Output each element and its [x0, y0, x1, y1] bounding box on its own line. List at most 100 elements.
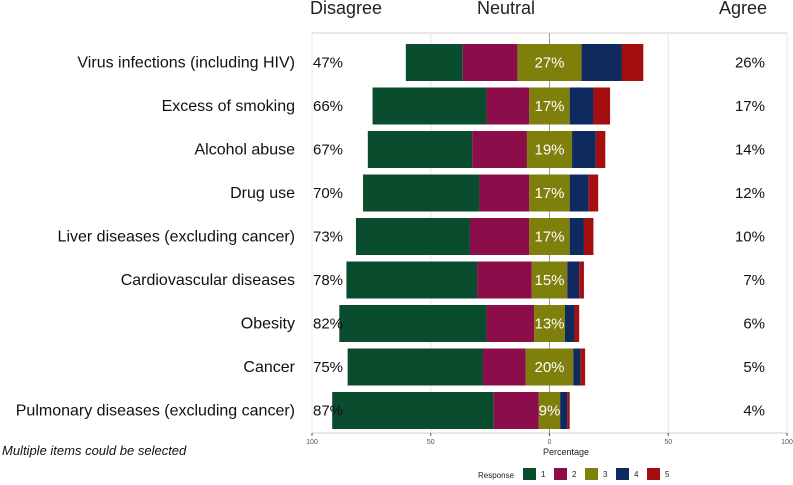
- neutral-percent: 9%: [539, 403, 561, 420]
- agree-percent: 5%: [743, 359, 765, 376]
- legend-swatch-2: [554, 468, 567, 480]
- header-agree: Agree: [719, 0, 767, 18]
- x-tick-label: 0: [548, 439, 552, 446]
- legend-label-1: 1: [541, 470, 546, 479]
- x-axis-label: Percentage: [543, 447, 589, 457]
- disagree-percent: 75%: [313, 359, 343, 376]
- bar-segment-5: [593, 87, 611, 125]
- bar-segment-3: [538, 392, 561, 429]
- disagree-percent: 82%: [313, 316, 343, 333]
- x-tick-label: 50: [427, 439, 435, 446]
- agree-percent: 10%: [735, 229, 765, 246]
- disagree-percent: 70%: [313, 185, 343, 202]
- category-label: Liver diseases (excluding cancer): [58, 229, 295, 246]
- category-label: Cancer: [243, 359, 295, 376]
- bar-segment-2: [462, 44, 518, 81]
- bar-segment-4: [572, 131, 596, 168]
- legend-swatch-3: [585, 468, 598, 480]
- bar-segment-5: [588, 174, 599, 212]
- legend-label-2: 2: [572, 470, 577, 479]
- bar-segment-1: [367, 131, 473, 168]
- bar-segment-2: [486, 305, 535, 342]
- category-label: Alcohol abuse: [194, 142, 295, 159]
- x-axis: 100 50 0 50 100: [306, 433, 793, 446]
- bar-segment-1: [372, 87, 487, 125]
- agree-percent: 4%: [743, 403, 765, 420]
- agree-percent: 17%: [735, 98, 765, 115]
- disagree-percent: 87%: [313, 403, 343, 420]
- bar-segment-4: [567, 261, 580, 299]
- bar-segment-1: [346, 261, 478, 299]
- legend-swatch-5: [647, 468, 660, 480]
- legend-swatch-4: [616, 468, 629, 480]
- agree-percent: 6%: [743, 316, 765, 333]
- bar-segment-3: [529, 87, 570, 125]
- bar-segment-4: [560, 392, 568, 429]
- legend-label-3: 3: [603, 470, 608, 479]
- neutral-percent: 20%: [534, 359, 564, 376]
- legend: 1 2 3 4 5: [523, 468, 670, 480]
- legend-label-5: 5: [665, 470, 670, 479]
- bar-segment-1: [355, 218, 470, 255]
- bar-segment-2: [469, 218, 530, 255]
- footnote: Multiple items could be selected: [2, 443, 187, 458]
- neutral-percent: 17%: [534, 185, 564, 202]
- bar-segment-3: [529, 174, 570, 212]
- labels: Virus infections (including HIV) 47% 27% 26…: [16, 55, 765, 420]
- agree-percent: 14%: [735, 142, 765, 159]
- category-label: Cardiovascular diseases: [121, 272, 295, 289]
- bar-segment-1: [339, 305, 487, 342]
- bar-segment-5: [574, 305, 580, 342]
- legend-title: Response: [478, 471, 515, 480]
- header-disagree: Disagree: [310, 0, 382, 18]
- bar-segment-3: [526, 131, 573, 168]
- header-neutral: Neutral: [477, 0, 535, 18]
- legend-swatch-1: [523, 468, 536, 480]
- bar-segment-1: [363, 174, 480, 212]
- bar-segment-2: [472, 131, 527, 168]
- agree-percent: 26%: [735, 55, 765, 72]
- bar-segment-4: [564, 305, 575, 342]
- x-tick-label: 100: [306, 439, 318, 446]
- bar-segment-4: [569, 218, 584, 255]
- disagree-percent: 78%: [313, 272, 343, 289]
- neutral-percent: 17%: [534, 229, 564, 246]
- category-label: Excess of smoking: [162, 98, 295, 115]
- bar-segment-5: [595, 131, 606, 168]
- bar-segment-3: [531, 261, 568, 299]
- bar-segment-5: [580, 348, 586, 386]
- neutral-percent: 17%: [534, 98, 564, 115]
- bar-segment-4: [569, 87, 594, 125]
- bar-segment-2: [479, 174, 530, 212]
- bar-segment-2: [493, 392, 539, 429]
- disagree-percent: 73%: [313, 229, 343, 246]
- bar-segment-5: [583, 218, 594, 255]
- bar-segment-5: [579, 261, 584, 299]
- neutral-percent: 13%: [534, 316, 564, 333]
- bar-segment-3: [525, 348, 574, 386]
- category-label: Obesity: [241, 316, 295, 333]
- bar-segment-3: [534, 305, 565, 342]
- bar-segment-4: [573, 348, 581, 386]
- neutral-percent: 27%: [534, 55, 564, 72]
- bar-segment-4: [581, 44, 622, 81]
- bar-segment-5: [621, 44, 644, 81]
- category-label: Virus infections (including HIV): [77, 55, 295, 72]
- bars: [332, 44, 644, 429]
- bar-segment-3: [529, 218, 570, 255]
- disagree-percent: 66%: [313, 98, 343, 115]
- bar-segment-4: [569, 174, 589, 212]
- agree-percent: 7%: [743, 272, 765, 289]
- x-tick-label: 100: [781, 439, 793, 446]
- bar-segment-2: [483, 348, 526, 386]
- disagree-percent: 47%: [313, 55, 343, 72]
- legend-label-4: 4: [634, 470, 639, 479]
- bar-segment-1: [347, 348, 483, 386]
- bar-segment-3: [517, 44, 582, 81]
- agree-percent: 12%: [735, 185, 765, 202]
- bar-segment-1: [332, 392, 494, 429]
- bar-segment-1: [405, 44, 463, 81]
- neutral-percent: 15%: [534, 272, 564, 289]
- bar-segment-5: [567, 392, 570, 429]
